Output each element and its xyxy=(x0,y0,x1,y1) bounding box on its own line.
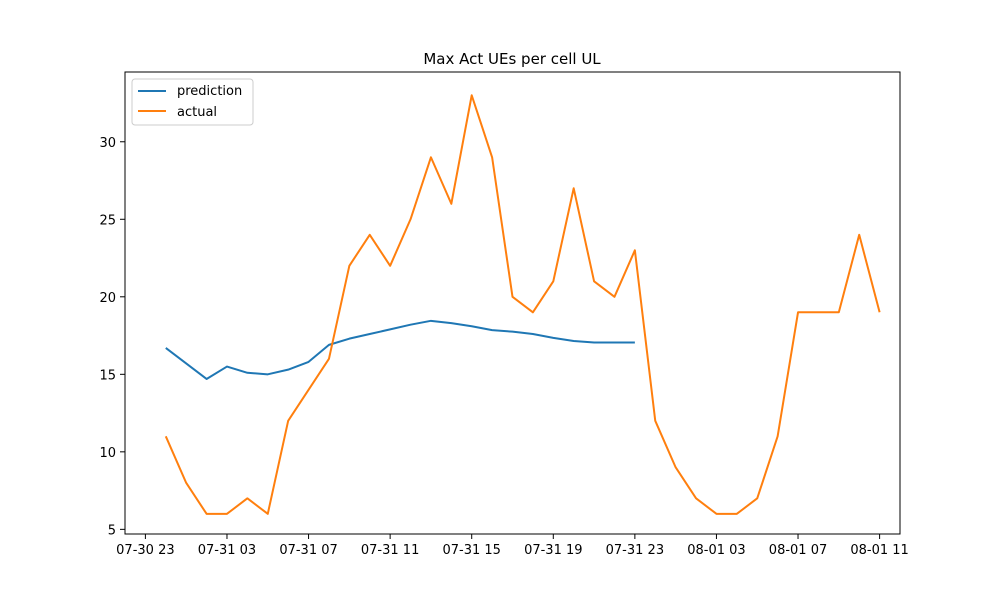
x-axis: 07-30 23 07-31 03 07-31 07 07-31 11 07-31 15… xyxy=(116,534,909,558)
x-tick-label: 07-31 23 xyxy=(606,543,664,558)
y-tick-label: 15 xyxy=(99,368,116,383)
legend-actual-label: actual xyxy=(177,105,217,120)
x-tick-label: 07-31 07 xyxy=(279,543,337,558)
y-tick-label: 30 xyxy=(99,136,116,151)
series-line-prediction xyxy=(165,319,635,380)
x-tick-label: 07-31 11 xyxy=(361,543,419,558)
y-tick-label: 10 xyxy=(99,446,116,461)
y-tick-label: 20 xyxy=(99,291,116,306)
series-line-actual xyxy=(164,94,881,515)
y-tick-label: 5 xyxy=(108,523,116,538)
x-tick-label: 08-01 03 xyxy=(687,543,745,558)
x-tick-label: 08-01 07 xyxy=(769,543,827,558)
x-tick-label: 07-31 19 xyxy=(524,543,582,558)
legend: prediction actual xyxy=(131,78,254,126)
chart-title: Max Act UEs per cell UL xyxy=(423,50,601,68)
x-tick-label: 08-01 11 xyxy=(850,543,908,558)
legend-prediction-label: prediction xyxy=(177,84,242,99)
y-axis: 5 10 15 20 25 30 xyxy=(99,136,125,538)
x-tick-label: 07-31 03 xyxy=(198,543,256,558)
x-tick-label: 07-30 23 xyxy=(116,543,174,558)
plot-frame xyxy=(124,71,901,535)
x-tick-label: 07-31 15 xyxy=(442,543,500,558)
series-layer xyxy=(164,94,881,515)
y-tick-label: 25 xyxy=(99,213,116,228)
